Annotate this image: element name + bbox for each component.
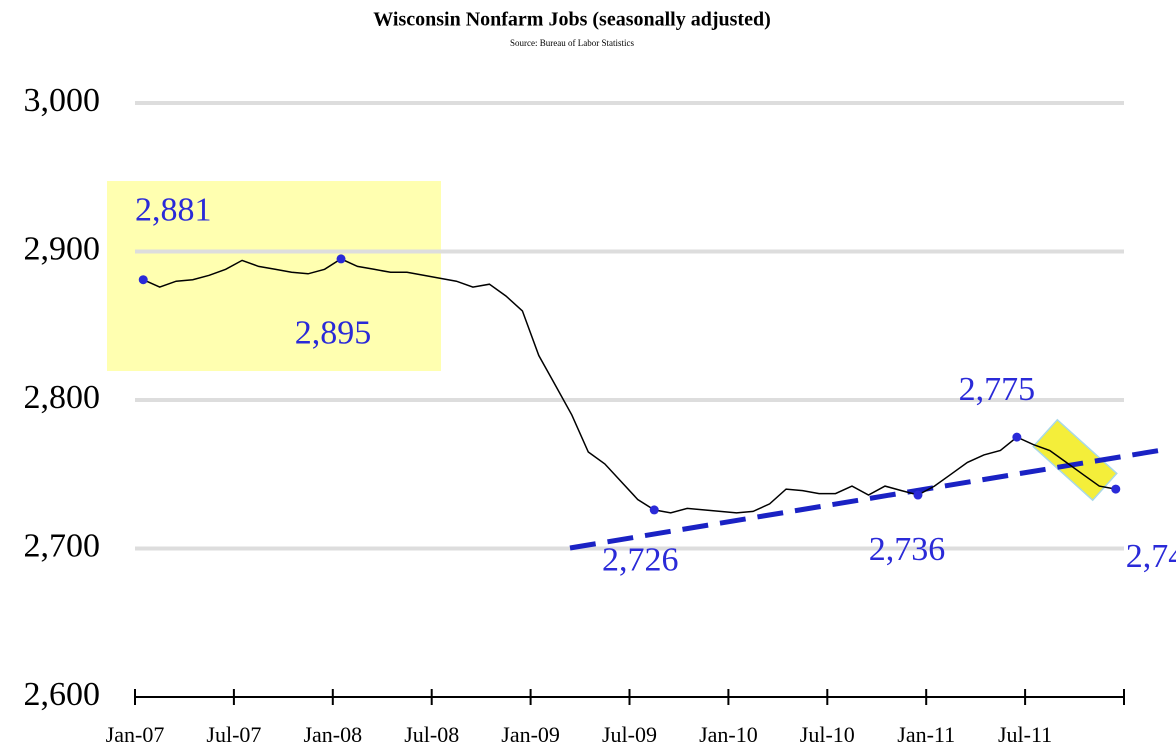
x-tick-label: Jan-07	[106, 722, 165, 747]
data-label: 2,775	[959, 371, 1036, 408]
x-tick-label: Jul-11	[998, 722, 1052, 747]
x-tick-label: Jul-09	[602, 722, 657, 747]
x-tick-label: Jan-09	[501, 722, 560, 747]
data-point	[336, 254, 346, 264]
data-label: 2,740	[1126, 538, 1176, 575]
data-point	[138, 275, 148, 285]
chart-title: Wisconsin Nonfarm Jobs (seasonally adjus…	[373, 9, 770, 31]
x-tick-label: Jan-10	[699, 722, 758, 747]
data-point	[1012, 432, 1022, 442]
highlight-box	[107, 181, 441, 371]
x-tick-label: Jul-10	[800, 722, 855, 747]
x-tick-label: Jul-07	[206, 722, 261, 747]
x-tick-label: Jan-08	[303, 722, 362, 747]
trend-line	[569, 447, 1163, 551]
y-tick-label: 2,600	[24, 676, 101, 713]
data-line	[142, 258, 1116, 514]
y-tick-label: 2,800	[24, 379, 101, 416]
data-label: 2,736	[869, 531, 946, 568]
data-point	[649, 505, 659, 515]
chart-subtitle: Source: Bureau of Labor Statistics	[510, 38, 634, 48]
y-tick-label: 3,000	[24, 82, 101, 119]
data-point	[1111, 484, 1121, 494]
y-tick-label: 2,700	[24, 527, 101, 564]
data-label: 2,726	[602, 542, 679, 579]
y-tick-label: 2,900	[24, 230, 101, 267]
data-point	[913, 490, 923, 500]
x-tick-label: Jul-08	[404, 722, 459, 747]
x-tick-label: Jan-11	[897, 722, 955, 747]
data-label: 2,881	[135, 192, 212, 229]
data-label: 2,895	[295, 315, 372, 352]
